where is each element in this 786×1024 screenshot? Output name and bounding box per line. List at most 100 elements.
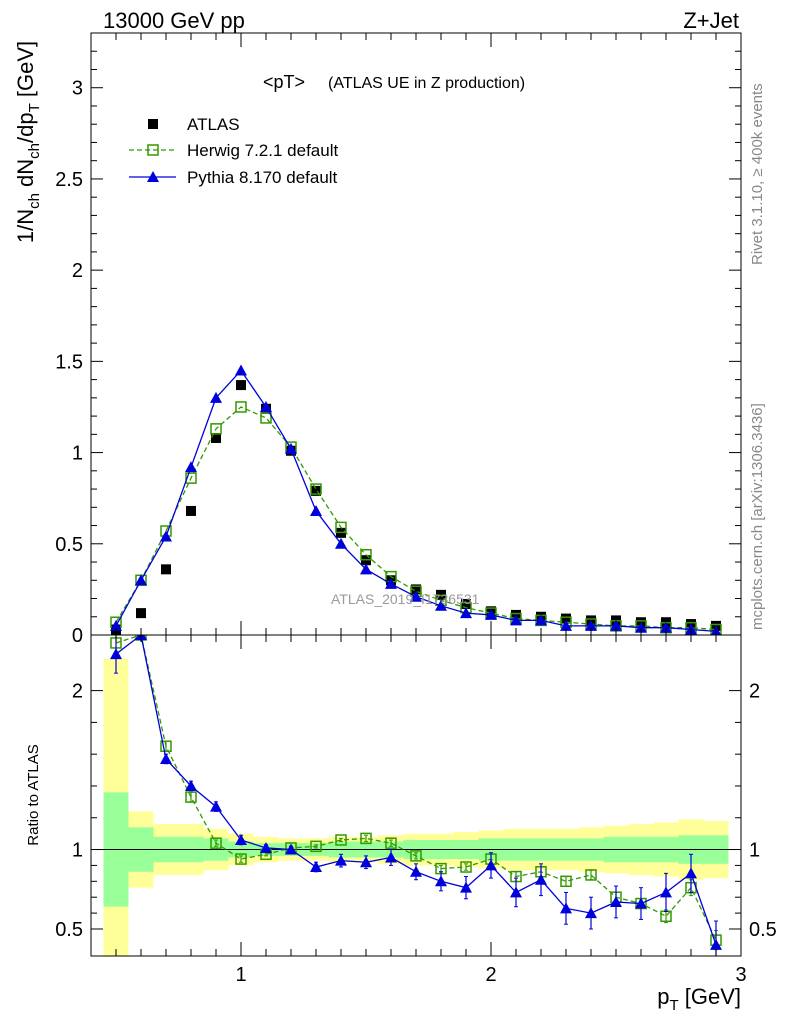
pythia-point bbox=[360, 563, 372, 575]
ratio-y-tick-label-left: 0.5 bbox=[55, 919, 83, 941]
pythia-ratio-point bbox=[335, 854, 347, 866]
ratio-y-axis-label: Ratio to ATLAS bbox=[25, 744, 42, 845]
pythia-point bbox=[335, 537, 347, 549]
pythia-ratio-point bbox=[685, 867, 697, 879]
main-y-tick-label: 0 bbox=[72, 625, 83, 647]
x-tick-label: 1 bbox=[235, 964, 246, 986]
herwig-ratio-point bbox=[385, 837, 397, 849]
pythia-ratio-point bbox=[485, 859, 497, 871]
herwig-ratio-point bbox=[210, 837, 222, 849]
herwig-point bbox=[185, 472, 197, 484]
herwig-ratio-point bbox=[585, 869, 597, 881]
pythia-point bbox=[385, 577, 397, 589]
atlas-point bbox=[461, 598, 471, 609]
pythia-point bbox=[185, 461, 197, 473]
ratio-panel: 0.5 0.5 1 1 2 2 1 2 3 Ratio to ATLAS pT [GeV] bbox=[25, 634, 777, 1014]
pythia-point bbox=[510, 614, 522, 626]
legend-label: ATLAS bbox=[187, 115, 240, 134]
pythia-point bbox=[160, 530, 172, 542]
main-panel: 0 0.5 1 1.5 2 2.5 3 <pT> (ATLAS UE in Z produc… bbox=[13, 32, 742, 647]
rivet-label: Rivet 3.1.10, ≥ 400k events bbox=[749, 83, 766, 265]
herwig-point bbox=[360, 548, 372, 561]
main-y-axis-label: 1/Nch dNch/dpT [GeV] bbox=[13, 41, 43, 243]
herwig-point bbox=[260, 412, 272, 424]
main-title-sub: (ATLAS UE in Z production) bbox=[328, 75, 525, 92]
atlas-point bbox=[311, 485, 321, 496]
herwig-point bbox=[210, 423, 222, 435]
pythia-ratio-point bbox=[635, 897, 647, 909]
pythia-point bbox=[460, 607, 472, 619]
x-tick-label: 2 bbox=[485, 964, 496, 986]
main-title-main: <pT> bbox=[263, 72, 305, 92]
herwig-point bbox=[310, 483, 322, 495]
herwig-ratio-point bbox=[310, 840, 322, 853]
ratio-y-tick-label-right: 0.5 bbox=[749, 919, 777, 941]
pythia-ratio-point bbox=[535, 873, 547, 885]
atlas-point bbox=[236, 380, 246, 391]
pythia-ratio-point bbox=[260, 841, 272, 853]
legend-label: Herwig 7.2.1 default bbox=[187, 141, 338, 160]
atlas-point bbox=[211, 432, 221, 443]
legend-label: Pythia 8.170 default bbox=[187, 168, 338, 187]
ratio-y-tick-label-left: 1 bbox=[72, 840, 83, 862]
main-y-tick-label: 2 bbox=[72, 260, 83, 282]
pythia-ratio-point bbox=[185, 779, 197, 791]
ratio-y-tick-label-right: 1 bbox=[749, 840, 760, 862]
pythia-point bbox=[435, 599, 447, 611]
pythia-point bbox=[110, 619, 122, 631]
pythia-point bbox=[535, 614, 547, 626]
pythia-point bbox=[410, 590, 422, 602]
pythia-ratio-point bbox=[235, 833, 247, 845]
main-y-tick-label: 3 bbox=[72, 78, 83, 100]
pythia-ratio-point bbox=[360, 856, 372, 868]
pythia-ratio-point bbox=[210, 800, 222, 812]
pythia-point bbox=[310, 504, 322, 516]
pythia-ratio-point bbox=[610, 895, 622, 907]
pythia-ratio-point bbox=[435, 875, 447, 887]
pythia-point bbox=[660, 621, 672, 633]
pythia-ratio-point bbox=[460, 881, 472, 893]
atlas-point bbox=[411, 584, 421, 595]
pythia-ratio-point bbox=[310, 861, 322, 873]
herwig-point bbox=[235, 401, 247, 413]
herwig-ratio-point bbox=[335, 834, 347, 846]
ratio-y-tick-label-right: 2 bbox=[749, 681, 760, 703]
herwig-ratio-point bbox=[235, 853, 247, 865]
pythia-ratio-point bbox=[110, 648, 122, 660]
main-y-tick-label: 1.5 bbox=[55, 351, 83, 373]
pythia-point bbox=[285, 442, 297, 454]
pythia-point bbox=[210, 391, 222, 403]
pythia-point bbox=[635, 621, 647, 633]
pythia-point bbox=[610, 619, 622, 631]
pythia-point bbox=[560, 619, 572, 631]
legend-atlas-marker bbox=[148, 119, 158, 129]
atlas-point bbox=[561, 613, 571, 624]
ratio-series-line-1 bbox=[115, 635, 717, 946]
legend-pythia-marker bbox=[147, 171, 159, 182]
herwig-ratio-point bbox=[360, 832, 372, 845]
atlas-point bbox=[186, 505, 196, 516]
pythia-ratio-point bbox=[560, 902, 572, 914]
herwig-point bbox=[335, 521, 347, 534]
atlas-point bbox=[136, 608, 146, 619]
watermark: ATLAS_2019_I1736531 bbox=[331, 591, 480, 607]
pythia-point bbox=[260, 400, 272, 412]
pythia-ratio-point bbox=[385, 851, 397, 863]
ratio-series-line-0 bbox=[115, 635, 717, 941]
atlas-point bbox=[161, 564, 171, 575]
main-y-tick-label: 0.5 bbox=[55, 534, 83, 556]
energy-label: 13000 GeV pp bbox=[103, 8, 245, 33]
legend: ATLAS Herwig 7.2.1 default Pythia 8.170 de… bbox=[129, 115, 338, 187]
herwig-ratio-point bbox=[560, 875, 572, 888]
pythia-ratio-point bbox=[285, 843, 297, 855]
pythia-ratio-point bbox=[160, 752, 172, 764]
pythia-ratio-point bbox=[660, 886, 672, 898]
ratio-y-tick-label-left: 2 bbox=[72, 681, 83, 703]
herwig-ratio-point bbox=[460, 861, 472, 873]
main-y-tick-label: 1 bbox=[72, 443, 83, 465]
pythia-point bbox=[485, 608, 497, 620]
process-label: Z+Jet bbox=[683, 8, 739, 33]
pythia-ratio-point bbox=[510, 886, 522, 898]
main-y-tick-label: 2.5 bbox=[55, 169, 83, 191]
